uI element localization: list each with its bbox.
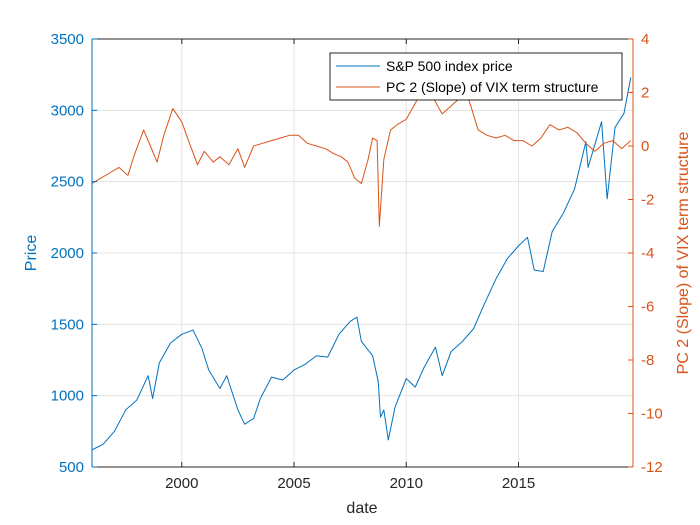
y-axis-label: Price: [23, 235, 40, 272]
y2-tick-label: -4: [641, 245, 654, 262]
vix-slope-series-layer: [91, 86, 632, 227]
sp500-series-layer: [91, 77, 632, 451]
y-tick-label: 1000: [51, 388, 84, 405]
legend-label-vix-slope: PC 2 (Slope) of VIX term structure: [386, 79, 599, 95]
y-tick-label: 3000: [51, 102, 84, 119]
y-tick-label: 3500: [51, 31, 84, 48]
y2-tick-label: 4: [641, 31, 649, 48]
y-tick-label: 2000: [51, 245, 84, 262]
y2-tick-label: -10: [641, 406, 663, 423]
y-tick-label: 1500: [51, 316, 84, 333]
x-tick-label: 2005: [277, 475, 310, 492]
y2-tick-label: 2: [641, 85, 649, 102]
tick-layer: 2000 2005 2010 2015 500 1000 1500 2000 2500 3000 3…: [51, 31, 663, 492]
y-tick-label: 2500: [51, 174, 84, 191]
y2-axis-label: PC 2 (Slope) of VIX term structure: [675, 132, 692, 375]
legend-label-sp500: S&P 500 index price: [386, 58, 513, 74]
legend: S&P 500 index price PC 2 (Slope) of VIX …: [329, 52, 623, 101]
x-tick-label: 2010: [390, 475, 423, 492]
x-tick-label: 2015: [502, 475, 535, 492]
y2-tick-label: 0: [641, 138, 649, 155]
y2-tick-label: -2: [641, 192, 654, 209]
legend-box: [329, 52, 623, 101]
grid-layer: [92, 39, 633, 467]
y-tick-label: 500: [59, 459, 84, 476]
sp500-line: [91, 77, 632, 451]
vix-slope-line: [91, 86, 632, 227]
y2-tick-label: -8: [641, 352, 654, 369]
x-tick-label: 2000: [165, 475, 198, 492]
x-axis-label: date: [346, 500, 377, 517]
y2-tick-label: -6: [641, 299, 654, 316]
y2-tick-label: -12: [641, 459, 663, 476]
